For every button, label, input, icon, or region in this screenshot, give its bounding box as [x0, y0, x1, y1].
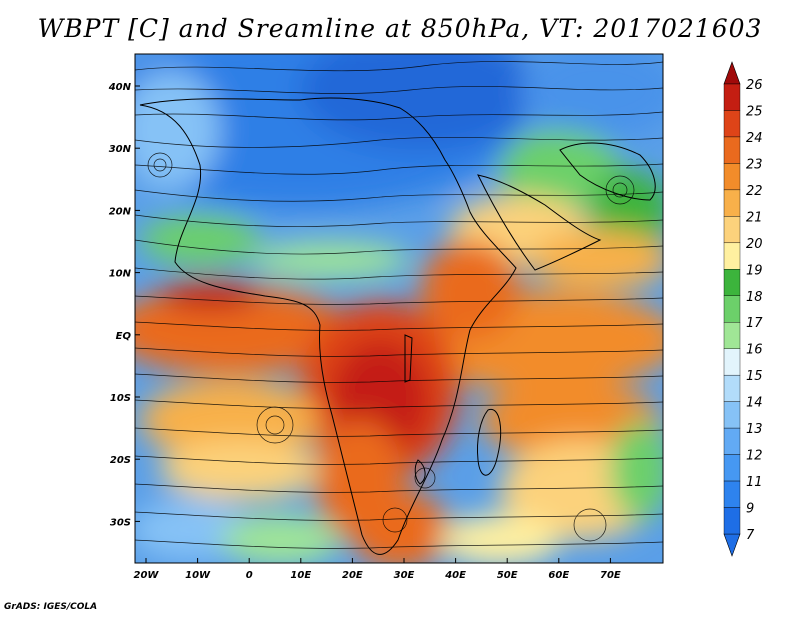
colorbar-label: 15	[746, 369, 763, 384]
colorbar-label: 24	[746, 131, 763, 146]
colorbar-label: 16	[746, 343, 763, 358]
colorbar-segment	[723, 348, 741, 376]
colorbar-segment	[723, 507, 741, 535]
longitude-label: 40E	[444, 570, 466, 581]
colorbar-max-arrow	[723, 61, 741, 85]
colorbar-segment	[723, 480, 741, 508]
colorbar-label: 13	[746, 422, 763, 437]
latitude-label: 10N	[109, 269, 132, 280]
colorbar-label: 21	[746, 210, 763, 225]
colorbar-label: 25	[746, 104, 763, 119]
map-title: WBPT [C] and Sreamline at 850hPa, VT: 20…	[37, 14, 763, 43]
colorbar-label: 26	[746, 78, 763, 93]
colorbar-label: 12	[746, 449, 763, 464]
longitude-label: 0	[246, 570, 253, 581]
colorbar-segment	[723, 242, 741, 270]
colorbar-segment	[723, 189, 741, 217]
colorbar-label: 9	[746, 502, 754, 517]
latitude-label: 30S	[110, 517, 131, 528]
colorbar-segment	[723, 216, 741, 244]
longitude-label: 20E	[342, 570, 363, 581]
colorbar-segment	[723, 110, 741, 138]
longitude-label: 10E	[290, 570, 311, 581]
longitude-label: 70E	[600, 570, 621, 581]
grads-credit: GrADS: IGES/COLA	[4, 602, 98, 612]
colorbar-label: 18	[746, 290, 763, 305]
colorbar-label: 14	[746, 396, 763, 411]
colorbar-min-arrow	[723, 533, 741, 557]
colorbar-segment	[723, 454, 741, 482]
latitude-label: EQ	[116, 331, 132, 342]
coastlines	[139, 97, 656, 555]
latitude-label: 10S	[110, 393, 131, 404]
latitude-label: 40N	[108, 82, 132, 93]
colorbar-segment	[723, 136, 741, 164]
longitude-label: 50E	[497, 570, 518, 581]
colorbar-segment	[723, 374, 741, 402]
colorbar-segment	[723, 269, 741, 296]
longitude-label: 60E	[548, 570, 569, 581]
longitude-label: 20W	[134, 570, 160, 581]
colorbar-segment	[723, 322, 741, 349]
colorbar-segment	[723, 401, 741, 429]
colorbar-label: 7	[746, 528, 755, 543]
map-frame	[134, 53, 664, 564]
latitude-label: 20S	[110, 455, 131, 466]
colorbar-label: 23	[746, 157, 763, 172]
colorbar-label: 19	[746, 263, 763, 278]
longitude-label: 30E	[394, 570, 415, 581]
colorbar-segment	[723, 427, 741, 455]
colorbar-label: 20	[746, 237, 763, 252]
colorbar-segment	[723, 83, 741, 111]
longitude-label: 10W	[185, 570, 211, 581]
streamlines	[135, 61, 663, 549]
colorbar: 26 25 24 23 22 21 20 19 18 17 16 15 14 13 12 11 9 7	[723, 61, 763, 557]
longitude-axis: 20W 10W 0 10E 20E 30E 40E 50E 60E 70E	[134, 558, 621, 581]
colorbar-label: 17	[746, 316, 763, 331]
colorbar-segment	[723, 163, 741, 191]
latitude-label: 30N	[109, 144, 132, 155]
colorbar-label: 11	[746, 475, 763, 490]
latitude-axis: 40N 30N 20N 10N EQ 10S 20S 30S	[108, 82, 140, 528]
colorbar-segment	[723, 295, 741, 323]
colorbar-label: 22	[746, 184, 763, 199]
latitude-label: 20N	[109, 206, 132, 217]
